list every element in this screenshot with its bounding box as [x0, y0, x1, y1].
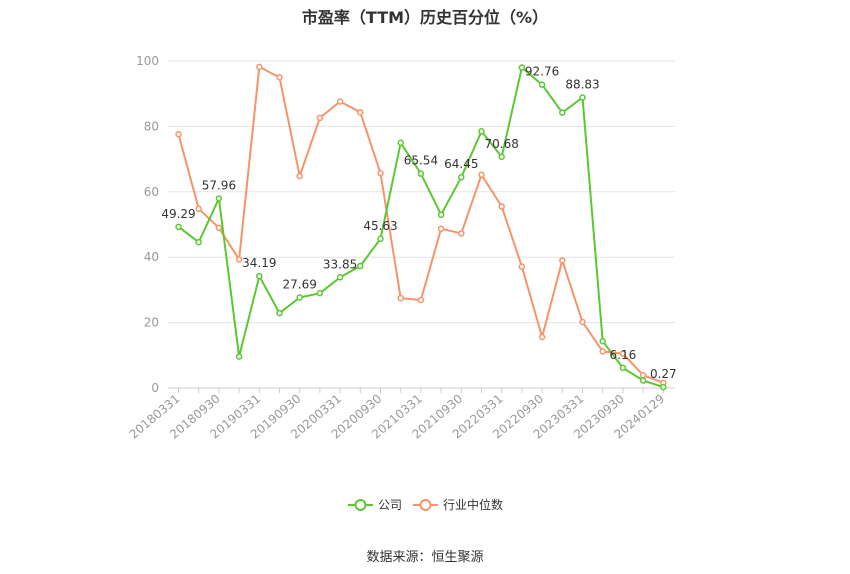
data-point[interactable] [518, 64, 526, 71]
data-point[interactable] [559, 257, 566, 264]
data-point[interactable] [397, 139, 404, 146]
data-point[interactable] [518, 263, 526, 270]
data-label: 27.69 [283, 277, 317, 291]
data-point[interactable] [256, 63, 263, 71]
data-label: 49.29 [161, 207, 195, 221]
data-point[interactable] [619, 350, 627, 357]
data-point[interactable] [357, 109, 364, 116]
data-point[interactable] [235, 353, 243, 360]
data-point[interactable] [579, 318, 586, 326]
data-point[interactable] [458, 173, 465, 181]
data-point[interactable] [276, 74, 283, 81]
gridlines [168, 60, 675, 324]
legend-label: 公司 [378, 498, 402, 512]
data-point[interactable] [336, 274, 344, 281]
data-point[interactable] [619, 364, 627, 372]
data-point[interactable] [195, 238, 202, 246]
data-point[interactable] [498, 153, 505, 161]
y-tick-label: 60 [144, 185, 159, 199]
data-point[interactable] [235, 256, 243, 263]
data-label: 33.85 [323, 257, 357, 271]
data-label: 65.54 [404, 154, 438, 168]
legend-label: 行业中位数 [443, 497, 503, 512]
chart-title: 市盈率（TTM）历史百分位（%） [301, 8, 549, 27]
data-label: 88.83 [565, 78, 599, 92]
data-point[interactable] [296, 294, 303, 301]
y-tick-label: 40 [144, 250, 159, 264]
data-point[interactable] [296, 172, 303, 180]
data-point[interactable] [417, 296, 425, 304]
y-tick-label: 80 [144, 119, 159, 133]
data-point[interactable] [437, 225, 445, 233]
data-point[interactable] [175, 223, 182, 231]
data-label: 64.45 [444, 157, 478, 171]
data-label: 6.16 [610, 348, 637, 362]
data-point[interactable] [599, 348, 606, 355]
data-point[interactable] [417, 170, 425, 177]
data-label: 57.96 [202, 178, 236, 192]
data-point[interactable] [256, 272, 263, 280]
legend-swatch-marker [419, 499, 432, 511]
data-label: 92.76 [525, 65, 559, 79]
legend[interactable]: 公司 行业中位数 [348, 497, 503, 512]
data-point[interactable] [175, 130, 182, 138]
legend-item-company[interactable]: 公司 [348, 498, 402, 512]
data-point[interactable] [579, 94, 586, 101]
data-point[interactable] [538, 81, 546, 88]
data-labels: 49.29 57.96 34.19 27.69 33.85 45.63 65.54 64.45… [161, 65, 676, 381]
data-point[interactable] [639, 377, 647, 384]
data-point[interactable] [357, 262, 364, 270]
data-label: 70.68 [485, 137, 519, 151]
data-point[interactable] [498, 203, 505, 210]
y-tick-label: 100 [136, 54, 159, 68]
data-point[interactable] [397, 294, 404, 302]
data-label: 34.19 [242, 256, 276, 270]
series-line-industry-median [177, 65, 664, 384]
y-tick-label: 0 [151, 381, 159, 395]
data-point[interactable] [316, 289, 324, 297]
series-lines [175, 63, 667, 391]
data-label: 0.27 [650, 367, 677, 381]
data-point[interactable] [195, 205, 202, 213]
data-point[interactable] [377, 169, 384, 177]
data-point[interactable] [639, 371, 647, 379]
axes: 0204060801002018033120180930201903312019… [127, 54, 675, 442]
legend-swatch-marker [354, 499, 367, 511]
data-point[interactable] [276, 309, 283, 317]
series-line-company [177, 66, 664, 389]
data-point[interactable] [599, 337, 606, 345]
data-point[interactable] [215, 224, 223, 232]
data-point[interactable] [377, 235, 384, 243]
data-point[interactable] [458, 230, 465, 237]
data-label: 45.63 [363, 219, 397, 233]
data-point[interactable] [559, 109, 566, 116]
data-point[interactable] [478, 171, 485, 179]
y-tick-label: 20 [144, 316, 159, 330]
data-point[interactable] [660, 383, 667, 391]
data-point[interactable] [215, 195, 223, 202]
data-point[interactable] [437, 211, 445, 218]
legend-item-industry-median[interactable]: 行业中位数 [413, 497, 503, 512]
data-point[interactable] [538, 333, 546, 341]
data-point[interactable] [316, 114, 324, 122]
data-point[interactable] [478, 128, 485, 135]
data-point[interactable] [336, 98, 344, 105]
chart-source-note: 数据来源：恒生聚源 [366, 550, 484, 565]
